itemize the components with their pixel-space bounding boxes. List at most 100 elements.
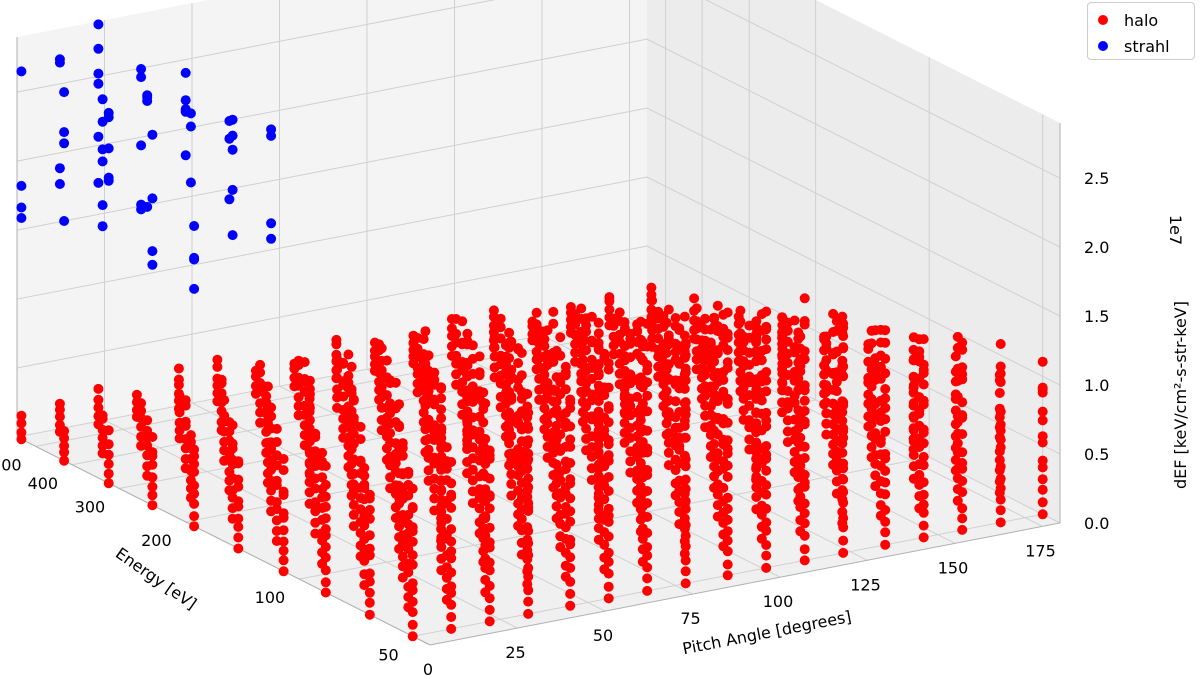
halo-point <box>446 536 457 547</box>
halo-point <box>957 397 968 408</box>
halo-point <box>147 432 158 442</box>
halo-point <box>523 435 534 446</box>
halo-point <box>299 357 310 368</box>
halo-point <box>346 361 357 372</box>
halo-point <box>539 369 550 380</box>
halo-point <box>436 423 447 433</box>
halo-point <box>565 394 576 405</box>
halo-point <box>320 542 331 552</box>
halo-point <box>364 504 375 515</box>
halo-point <box>407 619 418 630</box>
halo-point <box>603 472 614 482</box>
halo-point <box>680 496 691 507</box>
halo-point <box>603 531 614 542</box>
halo-point <box>54 411 65 422</box>
halo-point <box>376 343 387 354</box>
halo-point <box>348 509 359 520</box>
halo-point <box>603 503 614 514</box>
halo-point <box>680 338 691 349</box>
halo-point <box>266 411 277 422</box>
halo-point <box>761 415 772 426</box>
tick-label-dEF: 0.5 <box>1084 445 1109 464</box>
halo-point <box>142 415 153 426</box>
tick-label-pitch: 50 <box>593 626 613 645</box>
strahl-point <box>185 177 196 188</box>
strahl-point <box>142 201 153 212</box>
halo-point <box>407 550 418 561</box>
halo-point <box>646 282 657 293</box>
halo-point <box>1037 509 1048 520</box>
halo-point <box>261 391 272 402</box>
halo-point <box>495 313 506 324</box>
halo-point <box>880 426 891 437</box>
halo-point <box>478 417 489 428</box>
halo-point <box>957 429 968 440</box>
halo-point <box>995 377 1006 388</box>
legend-label-halo: halo <box>1124 10 1159 30</box>
halo-point <box>394 420 405 431</box>
halo-point <box>670 396 681 407</box>
halo-point <box>407 585 418 596</box>
halo-point <box>918 507 929 518</box>
halo-point <box>680 375 691 386</box>
halo-point <box>565 434 576 445</box>
halo-point <box>995 461 1006 472</box>
halo-point <box>761 562 772 573</box>
halo-point <box>632 391 643 402</box>
halo-point <box>565 441 576 452</box>
halo-point <box>880 384 891 394</box>
halo-point <box>310 428 321 439</box>
halo-point <box>346 384 357 395</box>
halo-point <box>680 454 691 465</box>
halo-point <box>663 447 674 458</box>
halo-point <box>995 368 1006 379</box>
strahl-point <box>180 95 191 106</box>
halo-point <box>504 438 515 449</box>
strahl-point <box>147 259 158 270</box>
halo-point <box>103 459 114 469</box>
halo-point <box>603 556 614 567</box>
halo-point <box>539 334 550 345</box>
halo-point <box>761 540 772 550</box>
strahl-point <box>93 19 104 30</box>
tick-label-dEF: 2.5 <box>1084 169 1109 188</box>
halo-point <box>480 434 491 444</box>
halo-point <box>880 402 891 413</box>
halo-point <box>484 580 495 591</box>
halo-point <box>364 576 375 587</box>
halo-point <box>995 483 1006 494</box>
halo-point <box>722 492 733 503</box>
grid-line-dEF <box>16 176 1061 386</box>
tick-label-pitch: 100 <box>763 592 794 611</box>
halo-point <box>722 514 733 525</box>
halo-point <box>625 400 636 411</box>
halo-point <box>918 395 929 406</box>
halo-point <box>838 522 849 533</box>
strahl-point <box>93 68 104 79</box>
halo-point <box>914 469 925 480</box>
halo-point <box>429 374 440 385</box>
halo-point <box>680 541 691 552</box>
halo-point <box>54 398 65 409</box>
halo-point <box>599 425 610 436</box>
halo-point <box>735 316 746 327</box>
halo-point <box>506 430 517 441</box>
halo-point <box>480 511 491 522</box>
halo-point <box>233 521 244 532</box>
halo-point <box>761 375 772 386</box>
halo-point <box>484 604 495 615</box>
halo-point <box>663 304 674 315</box>
tick-label-pitch: 75 <box>680 609 700 628</box>
halo-point <box>233 496 244 507</box>
halo-point <box>462 328 473 339</box>
halo-point <box>642 377 653 388</box>
halo-point <box>539 403 550 414</box>
halo-point <box>446 553 457 564</box>
tick-label-pitch: 150 <box>938 558 969 577</box>
halo-point <box>212 361 223 372</box>
halo-point <box>523 550 534 561</box>
halo-point <box>718 386 729 397</box>
halo-point <box>880 516 891 527</box>
halo-point <box>799 453 810 463</box>
